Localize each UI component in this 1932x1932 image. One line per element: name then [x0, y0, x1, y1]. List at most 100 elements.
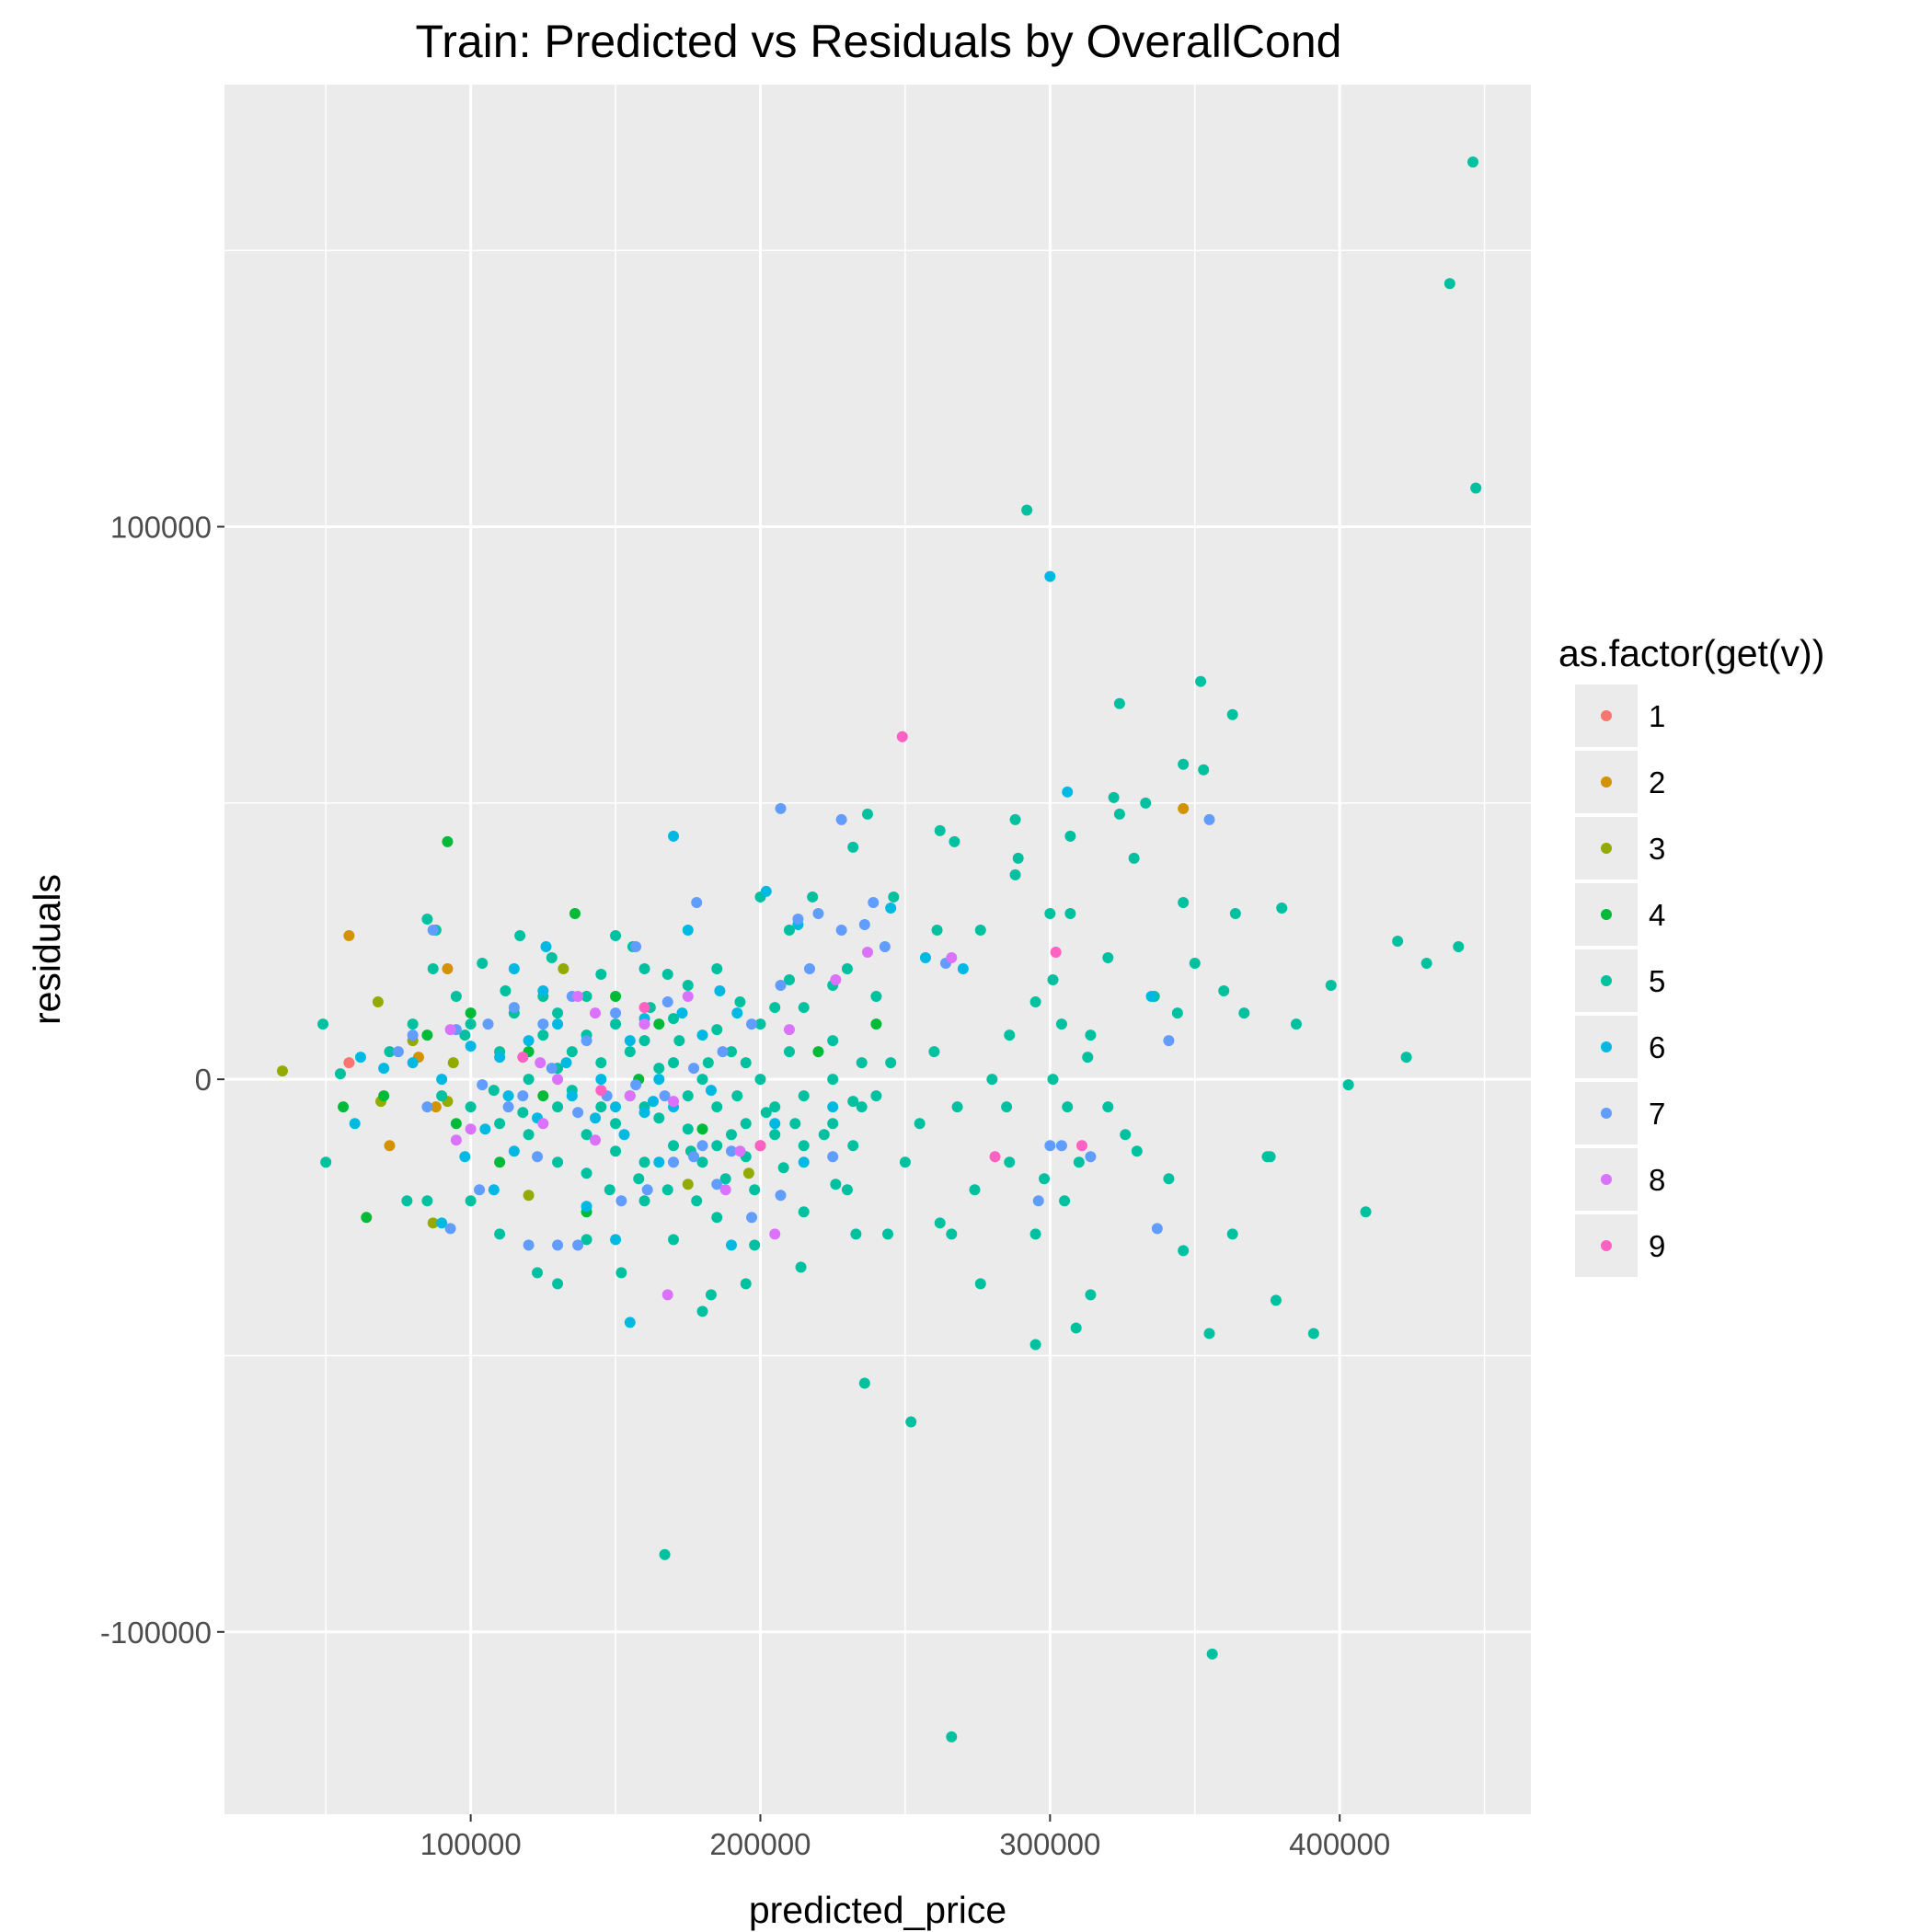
data-point	[653, 1074, 665, 1086]
data-point	[847, 841, 859, 853]
data-point	[317, 1018, 329, 1030]
data-point	[532, 1267, 544, 1279]
data-point	[783, 924, 795, 936]
data-point	[459, 1151, 471, 1163]
data-point	[523, 1190, 535, 1202]
data-point	[610, 991, 622, 1003]
data-point	[783, 1024, 795, 1036]
data-point	[688, 1151, 700, 1163]
data-point	[705, 1289, 717, 1301]
data-point	[572, 1107, 584, 1119]
data-point	[711, 963, 723, 975]
data-point	[465, 1101, 477, 1113]
data-point	[1195, 675, 1207, 687]
data-point	[1044, 570, 1056, 582]
data-point	[668, 1140, 680, 1152]
legend-swatch	[1601, 1240, 1612, 1251]
data-point	[638, 1107, 650, 1119]
data-point	[638, 1195, 650, 1207]
data-point	[682, 980, 694, 992]
y-tick-label: 100000	[110, 511, 212, 545]
data-point	[702, 1057, 714, 1069]
data-point	[384, 1140, 396, 1152]
data-point	[835, 924, 847, 936]
data-point	[668, 1013, 680, 1025]
data-point	[1392, 935, 1404, 947]
data-point	[1238, 1007, 1250, 1019]
data-point	[1151, 1223, 1163, 1235]
data-point	[1029, 1228, 1041, 1240]
data-point	[714, 985, 726, 997]
data-point	[749, 1239, 761, 1251]
data-point	[668, 830, 680, 842]
data-point	[896, 730, 908, 742]
data-point	[477, 1079, 489, 1091]
data-point	[861, 808, 873, 820]
data-point	[595, 969, 607, 981]
data-point	[734, 1145, 746, 1157]
data-point	[540, 940, 552, 952]
data-point	[427, 963, 439, 975]
data-point	[537, 1118, 549, 1130]
data-point	[1113, 808, 1125, 820]
data-point	[870, 1090, 882, 1102]
data-point	[798, 1140, 810, 1152]
data-point	[1470, 482, 1482, 494]
data-point	[1325, 980, 1337, 992]
data-point	[827, 1151, 839, 1163]
data-point	[421, 1029, 433, 1041]
data-point	[746, 1212, 758, 1224]
data-point	[792, 913, 804, 925]
data-point	[444, 1223, 456, 1235]
data-point	[465, 1007, 477, 1019]
data-point	[465, 1018, 477, 1030]
data-point	[1047, 974, 1059, 986]
data-point	[552, 1007, 564, 1019]
data-point	[523, 1239, 535, 1251]
data-point	[427, 924, 439, 936]
data-point	[638, 1002, 650, 1014]
data-point	[769, 1118, 781, 1130]
data-point	[688, 1063, 700, 1075]
data-point	[719, 1184, 731, 1196]
data-point	[482, 1018, 494, 1030]
data-point	[661, 1289, 673, 1301]
data-point	[696, 1029, 708, 1041]
data-point	[581, 1201, 592, 1213]
data-point	[508, 1002, 520, 1014]
data-point	[436, 1074, 448, 1086]
data-point	[595, 1074, 607, 1086]
data-point	[590, 1134, 602, 1146]
data-point	[1178, 802, 1190, 814]
x-tick-label: 400000	[1289, 1827, 1390, 1861]
data-point	[465, 1041, 477, 1052]
data-point	[1342, 1079, 1354, 1091]
data-point	[769, 1101, 781, 1113]
data-point	[624, 1090, 636, 1102]
data-point	[696, 1156, 708, 1168]
data-point	[537, 985, 549, 997]
data-point	[1290, 1018, 1302, 1030]
data-point	[638, 1035, 650, 1047]
data-point	[798, 1156, 810, 1168]
data-point	[914, 1118, 926, 1130]
data-point	[870, 1018, 882, 1030]
data-point	[502, 1101, 514, 1113]
data-point	[870, 991, 882, 1003]
data-point	[1075, 1140, 1087, 1152]
data-point	[488, 1085, 500, 1097]
data-point	[798, 1002, 810, 1014]
data-point	[812, 1046, 824, 1058]
data-point	[384, 1046, 396, 1058]
data-point	[610, 1145, 622, 1157]
data-point	[624, 1035, 636, 1047]
data-point	[696, 1074, 708, 1086]
data-point	[1009, 813, 1021, 825]
y-axis-title: residuals	[26, 874, 68, 1025]
data-point	[725, 1239, 737, 1251]
data-point	[899, 1156, 911, 1168]
data-point	[343, 1057, 355, 1069]
data-point	[1453, 940, 1465, 952]
data-point	[552, 1101, 564, 1113]
